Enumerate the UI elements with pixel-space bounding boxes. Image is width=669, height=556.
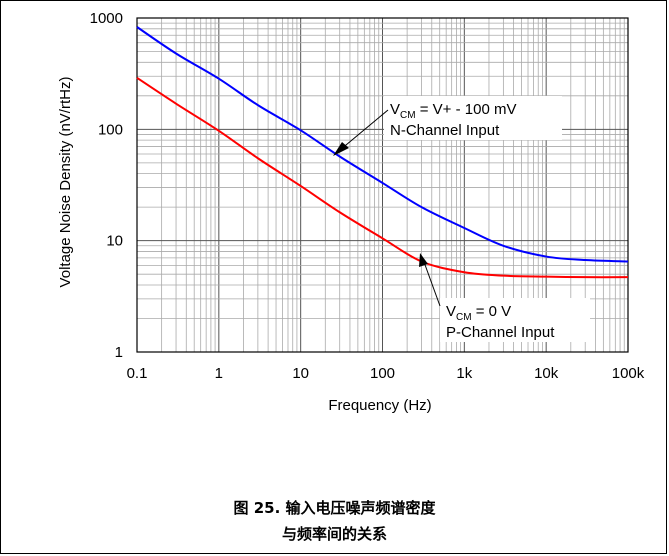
figure-caption-line2: 与频率间的关系: [0, 523, 669, 544]
figure-caption-line1: 图 25. 输入电压噪声频谱密度: [0, 497, 669, 518]
annotation-p-channel-line2: P-Channel Input: [446, 324, 555, 341]
y-tick-labels: 1 10 100 1000: [90, 10, 123, 361]
x-tick-label: 1: [215, 365, 223, 382]
y-axis-title: Voltage Noise Density (nV/rtHz): [57, 77, 74, 288]
x-tick-label: 1k: [456, 365, 472, 382]
annotation-p-channel: VCM = 0 V P-Channel Input: [419, 253, 590, 342]
y-tick-label: 1000: [90, 10, 123, 27]
annotation-n-channel-line2: N-Channel Input: [390, 122, 500, 139]
x-tick-label: 0.1: [127, 365, 148, 382]
annotation-p-channel-arrowhead: [419, 253, 428, 267]
y-tick-label: 100: [98, 121, 123, 138]
x-tick-label: 100k: [612, 365, 645, 382]
x-tick-label: 100: [370, 365, 395, 382]
x-tick-label: 10: [292, 365, 309, 382]
x-axis-title: Frequency (Hz): [328, 397, 431, 414]
x-tick-label: 10k: [534, 365, 559, 382]
y-tick-label: 1: [115, 344, 123, 361]
x-tick-labels: 0.1 1 10 100 1k 10k 100k: [127, 365, 645, 382]
y-tick-label: 10: [106, 233, 123, 250]
